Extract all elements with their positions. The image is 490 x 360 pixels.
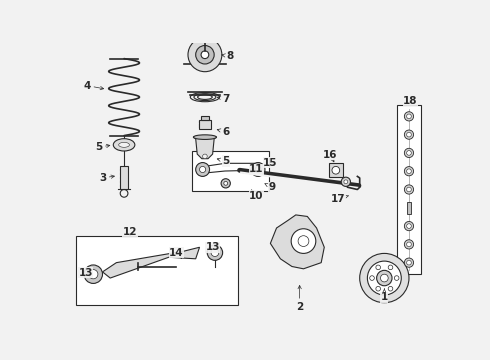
- Circle shape: [404, 167, 414, 176]
- Circle shape: [407, 114, 411, 119]
- Text: 6: 6: [217, 127, 229, 137]
- Circle shape: [211, 249, 219, 256]
- Circle shape: [407, 187, 411, 192]
- Polygon shape: [194, 137, 217, 159]
- Text: 18: 18: [403, 96, 418, 106]
- Circle shape: [188, 38, 222, 72]
- Text: 12: 12: [123, 227, 138, 237]
- Circle shape: [344, 180, 348, 184]
- Circle shape: [196, 45, 214, 64]
- Bar: [329, 163, 343, 177]
- Circle shape: [291, 229, 316, 253]
- Circle shape: [388, 287, 393, 291]
- Circle shape: [368, 261, 401, 295]
- Circle shape: [370, 276, 374, 280]
- Circle shape: [404, 258, 414, 267]
- Text: 1: 1: [381, 289, 388, 302]
- Text: 8: 8: [222, 51, 234, 61]
- Text: 14: 14: [169, 248, 184, 258]
- Text: 13: 13: [205, 242, 220, 252]
- Text: 17: 17: [331, 194, 349, 204]
- Circle shape: [89, 270, 98, 279]
- Circle shape: [404, 112, 414, 121]
- Bar: [397, 105, 420, 274]
- Circle shape: [404, 240, 414, 249]
- Circle shape: [407, 224, 411, 228]
- Circle shape: [201, 51, 209, 59]
- Ellipse shape: [119, 142, 129, 147]
- Circle shape: [224, 181, 228, 185]
- Text: 16: 16: [323, 150, 338, 162]
- Polygon shape: [270, 215, 324, 269]
- Text: 7: 7: [217, 94, 229, 104]
- Circle shape: [407, 169, 411, 174]
- Circle shape: [203, 154, 207, 159]
- Ellipse shape: [113, 139, 135, 151]
- Ellipse shape: [194, 135, 217, 139]
- Bar: [407, 202, 411, 214]
- Circle shape: [221, 179, 230, 188]
- Text: 4: 4: [83, 81, 104, 91]
- Text: 10: 10: [249, 190, 264, 201]
- Text: 13: 13: [78, 268, 93, 278]
- Circle shape: [196, 163, 210, 176]
- Bar: [201, 116, 209, 120]
- Circle shape: [377, 270, 392, 286]
- Circle shape: [84, 265, 102, 283]
- Circle shape: [407, 132, 411, 137]
- Text: 9: 9: [265, 182, 275, 192]
- Circle shape: [407, 242, 411, 247]
- Text: 3: 3: [99, 173, 114, 183]
- Bar: [199, 120, 211, 130]
- Text: 5: 5: [217, 156, 229, 166]
- Text: 5: 5: [95, 142, 110, 152]
- Circle shape: [341, 177, 350, 186]
- Circle shape: [251, 163, 265, 176]
- Bar: [76, 236, 238, 305]
- Text: 15: 15: [263, 158, 278, 167]
- Circle shape: [381, 274, 388, 282]
- Text: 11: 11: [249, 165, 264, 175]
- Circle shape: [404, 221, 414, 231]
- Circle shape: [255, 166, 261, 172]
- Circle shape: [376, 265, 381, 270]
- Circle shape: [199, 166, 206, 172]
- Circle shape: [207, 245, 222, 260]
- Bar: [120, 166, 128, 189]
- Circle shape: [394, 276, 399, 280]
- Circle shape: [376, 287, 381, 291]
- Circle shape: [407, 150, 411, 155]
- Circle shape: [332, 166, 340, 174]
- Circle shape: [360, 253, 409, 303]
- Circle shape: [404, 130, 414, 139]
- Polygon shape: [102, 247, 199, 278]
- Circle shape: [404, 148, 414, 158]
- Circle shape: [404, 185, 414, 194]
- Circle shape: [388, 265, 393, 270]
- Circle shape: [407, 260, 411, 265]
- Bar: [192, 151, 269, 191]
- Text: 2: 2: [296, 285, 303, 311]
